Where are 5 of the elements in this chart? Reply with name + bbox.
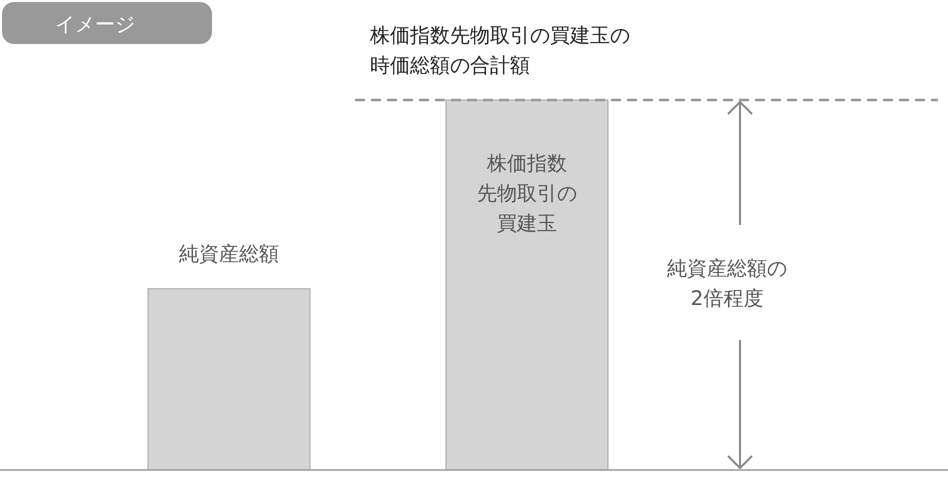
x-tick-label: 純資産総額 — [179, 242, 279, 266]
annotation: 純資産総額の2倍程度 — [667, 256, 787, 310]
x-tick-label: 株価指数先物取引の買建玉 — [477, 151, 577, 235]
ref-line-label: 株価指数先物取引の買建玉の時価総額の合計額 — [369, 23, 630, 77]
text: イメージ — [55, 12, 135, 36]
